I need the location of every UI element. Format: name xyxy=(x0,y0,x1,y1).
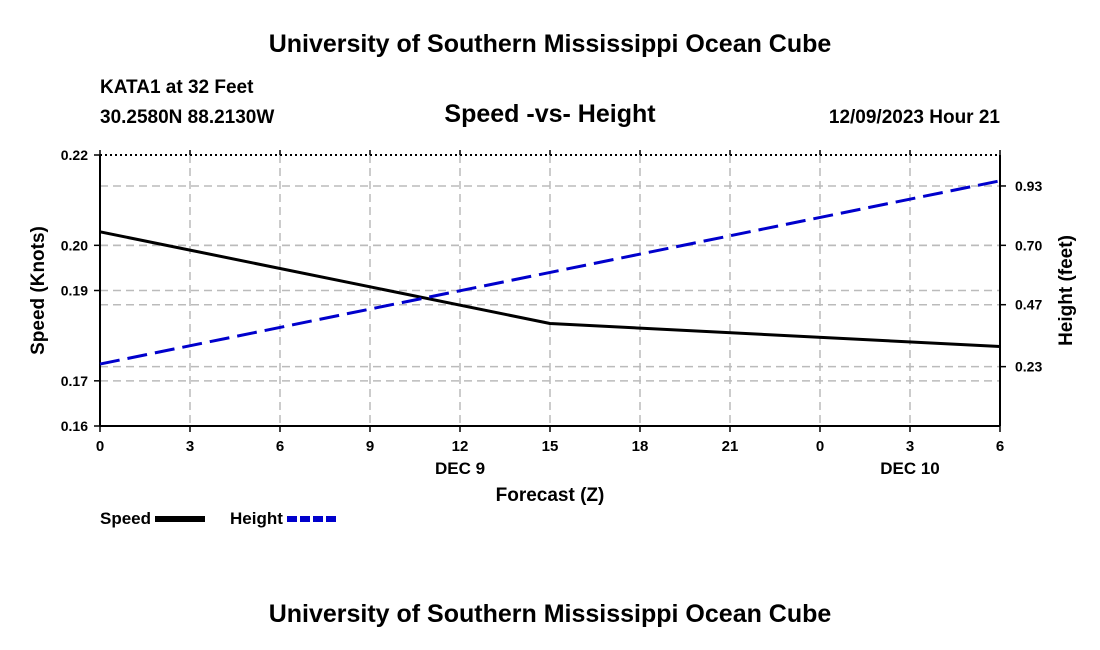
y2-tick-label: 0.70 xyxy=(1015,237,1042,253)
x-tick-label: 12 xyxy=(452,438,469,455)
y-axis-label: Speed (Knots) xyxy=(28,226,49,355)
station-coordinates: 30.2580N 88.2130W xyxy=(100,107,275,128)
top-title: University of Southern Mississippi Ocean… xyxy=(268,30,832,58)
x-tick-label: 3 xyxy=(186,438,194,455)
y-tick-label: 0.16 xyxy=(61,418,88,434)
y-tick-label: 0.22 xyxy=(61,147,88,163)
x-tick-label: 3 xyxy=(906,438,914,455)
y2-axis-label: Height (feet) xyxy=(1056,235,1077,346)
legend-height-label: Height xyxy=(230,509,283,528)
x-tick-label: 15 xyxy=(542,438,559,455)
y2-tick-label: 0.93 xyxy=(1015,178,1042,194)
x-tick-label: 0 xyxy=(96,438,104,455)
series-line-height xyxy=(99,179,1001,366)
speed-height-chart: 0 3 6 9 12 15 18 21 0 3 6 DEC 9 DEC 10 Forecast (Z) 0.… xyxy=(28,147,1077,506)
legend-speed: Speed xyxy=(100,509,207,529)
legend-height: Height xyxy=(230,509,339,529)
station-label: KATA1 at 32 Feet xyxy=(100,77,254,98)
x-tick-label: 9 xyxy=(366,438,374,455)
y-tick-label: 0.17 xyxy=(61,373,88,389)
legend-speed-swatch xyxy=(155,516,206,522)
chart-title: Speed -vs- Height xyxy=(444,100,656,128)
x-tick-label: 21 xyxy=(722,438,739,455)
bottom-title: University of Southern Mississippi Ocean… xyxy=(268,600,832,628)
y-tick-label: 0.20 xyxy=(61,237,88,253)
legend-height-swatch xyxy=(286,516,337,522)
x-tick-label: 18 xyxy=(632,438,649,455)
legend-speed-label: Speed xyxy=(100,509,152,528)
x-tick-label: 0 xyxy=(816,438,824,455)
x-axis-label: Forecast (Z) xyxy=(496,485,605,506)
y2-tick-label: 0.47 xyxy=(1015,297,1042,313)
x-date-label: DEC 9 xyxy=(435,459,485,478)
y2-tick-label: 0.23 xyxy=(1015,359,1042,375)
x-tick-label: 6 xyxy=(996,438,1004,455)
x-date-label: DEC 10 xyxy=(880,459,940,478)
forecast-datetime: 12/09/2023 Hour 21 xyxy=(828,107,1000,128)
x-tick-label: 6 xyxy=(276,438,284,455)
y-tick-label: 0.19 xyxy=(61,283,88,299)
series-line-speed xyxy=(99,230,1001,349)
